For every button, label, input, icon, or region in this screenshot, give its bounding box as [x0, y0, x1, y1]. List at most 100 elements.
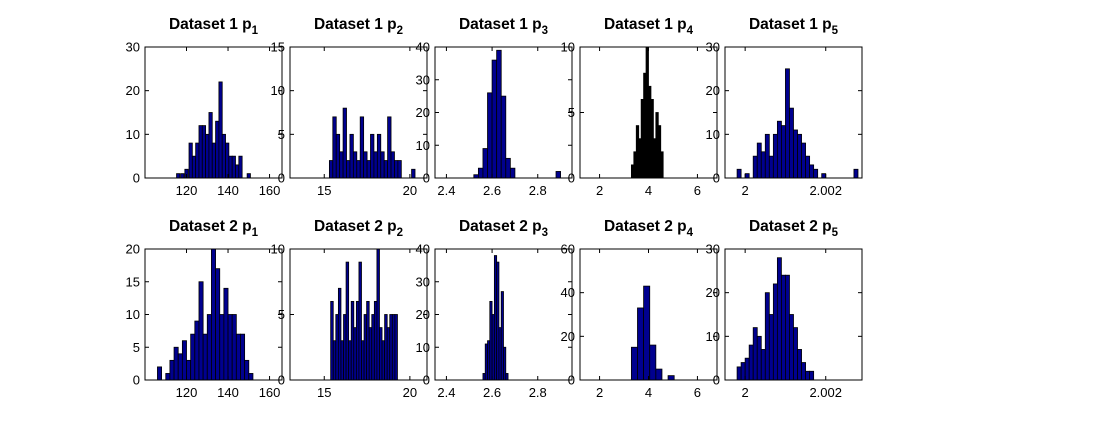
histogram-bar [772, 133, 778, 179]
histogram-bar [805, 370, 811, 381]
histogram-bar [235, 333, 241, 381]
histogram-bar [744, 357, 750, 381]
histogram-bar [801, 362, 806, 381]
panel-title-subscript: 4 [687, 227, 694, 239]
x-tick-label: 2 [596, 183, 603, 198]
histogram-bar [349, 133, 354, 179]
histogram-bar [482, 148, 488, 179]
histogram-bar [760, 349, 766, 381]
histogram-bar [821, 173, 827, 179]
panel-title-subscript: 5 [832, 227, 839, 239]
histogram-bar [335, 133, 341, 179]
histogram-bar [221, 133, 226, 179]
y-tick-label: 30 [416, 274, 430, 289]
histogram-bar [394, 314, 398, 381]
histogram-bar [809, 164, 815, 179]
histogram-bar [637, 307, 645, 381]
y-tick-label: 5 [278, 307, 285, 322]
x-tick-label: 2.4 [437, 385, 455, 400]
histogram-bar [352, 151, 358, 179]
histogram-bar [198, 281, 204, 381]
x-tick-label: 160 [259, 183, 281, 198]
x-tick-label: 4 [645, 385, 652, 400]
histogram-bar [740, 362, 746, 381]
histogram-bar [346, 160, 351, 179]
histogram-bar [181, 340, 187, 381]
histogram-bar [776, 120, 782, 179]
histogram-bar [169, 359, 175, 381]
histogram-bar [813, 168, 819, 179]
x-tick-label: 2.6 [483, 385, 501, 400]
histogram-bar [211, 248, 216, 381]
x-tick-label: 2.8 [529, 385, 547, 400]
axes-box [724, 46, 863, 179]
histogram-bar [505, 373, 509, 381]
histogram-bar [238, 155, 243, 179]
y-tick-label: 10 [416, 340, 430, 355]
histogram-bar [797, 133, 802, 179]
x-tick-label: 160 [259, 385, 281, 400]
histogram-bar [328, 160, 334, 179]
x-tick-label: 140 [217, 385, 239, 400]
histogram-bar [736, 366, 742, 381]
x-tick-label: 4 [645, 183, 652, 198]
y-tick-label: 20 [416, 307, 430, 322]
y-tick-label: 30 [706, 40, 720, 55]
y-tick-label: 10 [271, 242, 285, 257]
histogram-bar [496, 49, 502, 179]
histogram-bar [394, 160, 399, 179]
histogram-bar [240, 333, 246, 381]
histogram-bar [853, 168, 859, 179]
panel-title-subscript: 1 [252, 227, 259, 239]
y-tick-label: 20 [706, 285, 720, 300]
histogram-bar [660, 151, 664, 179]
y-tick-label: 30 [706, 242, 720, 257]
histogram-bar [235, 164, 240, 179]
y-tick-label: 10 [561, 40, 575, 55]
histogram-bar [509, 167, 516, 179]
histogram-bar [227, 314, 233, 381]
histogram-bar [165, 373, 171, 381]
panel-title-subscript: 3 [542, 227, 548, 239]
histogram-bar [202, 333, 208, 381]
y-tick-label: 15 [271, 40, 285, 55]
panel-title: Dataset 1 p5 [749, 16, 839, 37]
x-tick-label: 6 [694, 385, 701, 400]
y-tick-label: 5 [568, 105, 575, 120]
histogram-panel: 2 2.002 0 10 20 30 Dataset 2 p5 [706, 218, 863, 400]
histogram-bar [211, 142, 216, 179]
axes-box [144, 46, 283, 179]
y-tick-label: 0 [278, 171, 285, 186]
histogram-bar [390, 151, 395, 179]
y-tick-label: 30 [416, 72, 430, 87]
histogram-bar [194, 320, 200, 381]
y-tick-label: 20 [706, 83, 720, 98]
histogram-bar [231, 314, 237, 381]
histogram-bar [332, 116, 337, 179]
y-tick-label: 0 [278, 373, 285, 388]
histogram-bar [373, 151, 378, 179]
histogram-bar [809, 370, 815, 381]
panel-title: Dataset 1 p4 [604, 16, 694, 37]
x-tick-label: 20 [403, 385, 417, 400]
panel-title: Dataset 2 p1 [169, 218, 259, 239]
histogram-bar [231, 155, 236, 179]
y-tick-label: 10 [126, 127, 140, 142]
histogram-bar [776, 257, 782, 381]
panel-title: Dataset 2 p2 [314, 218, 403, 239]
y-tick-label: 5 [133, 340, 140, 355]
histogram-bar [655, 368, 663, 381]
y-tick-label: 10 [271, 83, 285, 98]
histogram-panel: 2 2.002 0 10 20 30 Dataset 1 p5 [706, 16, 863, 198]
histogram-bar [797, 349, 802, 381]
panel-title-subscript: 5 [832, 25, 839, 37]
panel-title: Dataset 1 p1 [169, 16, 259, 37]
histogram-bar [789, 314, 794, 381]
histogram-bar [630, 346, 638, 381]
x-tick-label: 2.002 [809, 183, 842, 198]
histogram-bar [376, 133, 382, 179]
